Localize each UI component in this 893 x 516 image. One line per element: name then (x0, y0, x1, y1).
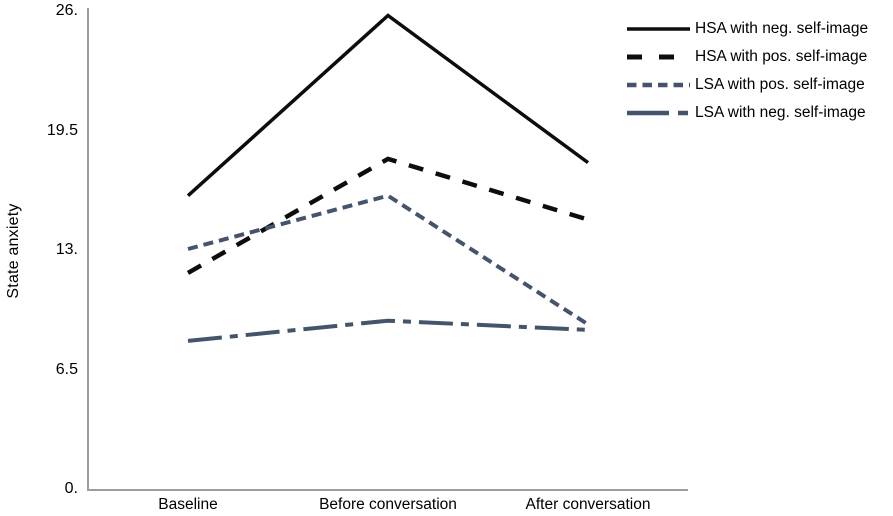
legend-item: HSA with pos. self-image (627, 43, 868, 71)
legend-item: LSA with pos. self-image (627, 71, 868, 99)
series-line-3 (187, 193, 590, 327)
legend-label: HSA with neg. self-image (695, 20, 869, 37)
y-tick-label: 13. (55, 241, 78, 258)
y-tick-label: 6.5 (55, 360, 78, 378)
legend-item: LSA with neg. self-image (627, 99, 868, 127)
legend-label: LSA with neg. self-image (695, 104, 866, 121)
series-line-1 (186, 13, 590, 198)
y-tick-label: 26. (55, 2, 78, 19)
y-tick-label: 0. (64, 480, 78, 497)
y-tick-label: 19.5 (46, 121, 78, 139)
legend-item: HSA with neg. self-image (627, 15, 868, 43)
series-line-2 (186, 156, 589, 275)
series-line-4 (187, 318, 589, 343)
legend: HSA with neg. self-image HSA with pos. se… (627, 15, 868, 127)
legend-label: HSA with pos. self-image (695, 48, 868, 65)
x-category-label: Baseline (158, 496, 218, 513)
x-category-label: Before conversation (319, 496, 457, 513)
x-category-label: After conversation (525, 496, 651, 513)
legend-swatch-line-icon (627, 27, 690, 31)
legend-swatch-line-icon (627, 82, 690, 88)
legend-label: LSA with pos. self-image (695, 76, 865, 93)
legend-swatch-line-icon (627, 110, 690, 116)
legend-swatch-line-icon (627, 54, 690, 60)
